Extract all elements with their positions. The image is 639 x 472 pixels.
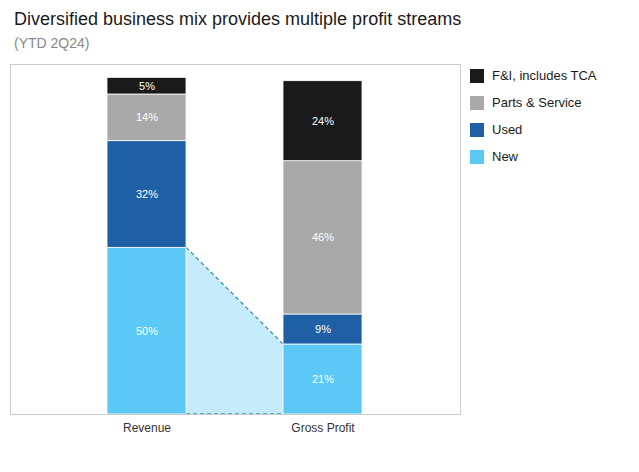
svg-text:Gross Profit: Gross Profit xyxy=(291,421,355,435)
html-text:Used: Used xyxy=(492,122,523,137)
svg-text:5%: 5% xyxy=(139,80,155,92)
svg-text:14%: 14% xyxy=(136,111,158,123)
svg-text:21%: 21% xyxy=(312,373,334,385)
html-text:Parts & Service: Parts & Service xyxy=(492,95,582,110)
html-text:Diversified business mix provi: Diversified business mix provides multip… xyxy=(14,9,462,29)
svg-text:Revenue: Revenue xyxy=(123,421,171,435)
svg-text:50%: 50% xyxy=(136,325,158,337)
svg-text:32%: 32% xyxy=(136,188,158,200)
svg-text:24%: 24% xyxy=(312,115,334,127)
html-text:F&I, includes TCA: F&I, includes TCA xyxy=(492,68,597,83)
svg-text:9%: 9% xyxy=(315,323,331,335)
html-text:(YTD 2Q24): (YTD 2Q24) xyxy=(14,35,90,51)
svg-text:46%: 46% xyxy=(312,231,334,243)
html-text:New: New xyxy=(492,149,518,164)
